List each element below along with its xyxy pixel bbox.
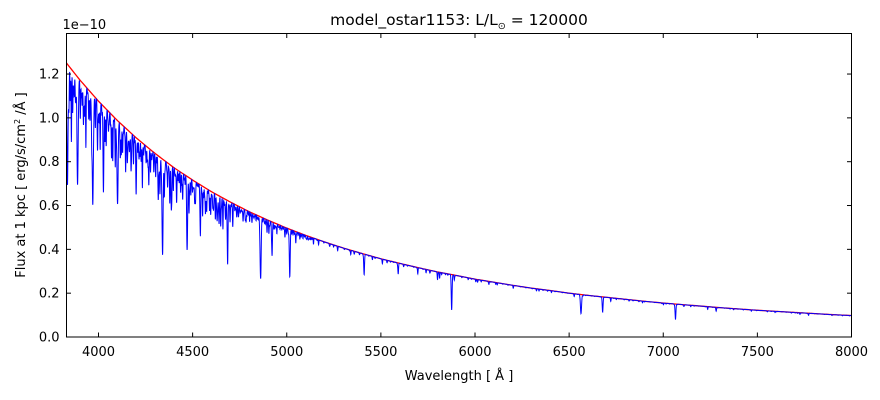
y-tick-label: 1.0 — [39, 111, 60, 126]
x-tick-label: 4500 — [176, 345, 209, 360]
plot-title: model_ostar1153: L/L⊙ = 120000 — [66, 11, 852, 36]
title-value: = 120000 — [505, 11, 588, 29]
x-tick-label: 6000 — [458, 345, 491, 360]
x-axis-label: Wavelength [ Å ] — [404, 369, 514, 384]
x-tick-label: 7500 — [741, 345, 774, 360]
x-tick-label: 5000 — [270, 345, 303, 360]
y-axis-label: Flux at 1 kpc [ erg/s/cm2 /Å ] — [12, 92, 30, 278]
x-tick-label: 5500 — [364, 345, 397, 360]
y-tick-label: 0.2 — [39, 287, 60, 302]
x-tick-label: 4000 — [82, 345, 115, 360]
sun-symbol: ⊙ — [497, 21, 506, 33]
continuum-line — [65, 62, 852, 317]
y-axis-offset-text: 1e−10 — [63, 18, 107, 33]
x-tick-label: 6500 — [553, 345, 586, 360]
title-text: model_ostar1153: L/L — [330, 11, 498, 29]
y-tick-label: 0.0 — [39, 331, 60, 346]
y-tick-label: 0.6 — [39, 199, 60, 214]
x-tick-label: 8000 — [835, 345, 868, 360]
y-tick-label: 0.8 — [39, 155, 60, 170]
spectrum-line — [66, 71, 852, 320]
y-tick-label: 0.4 — [39, 243, 60, 258]
plot-border — [66, 33, 852, 338]
x-tick-label: 7000 — [647, 345, 680, 360]
y-tick-label: 1.2 — [39, 68, 60, 83]
